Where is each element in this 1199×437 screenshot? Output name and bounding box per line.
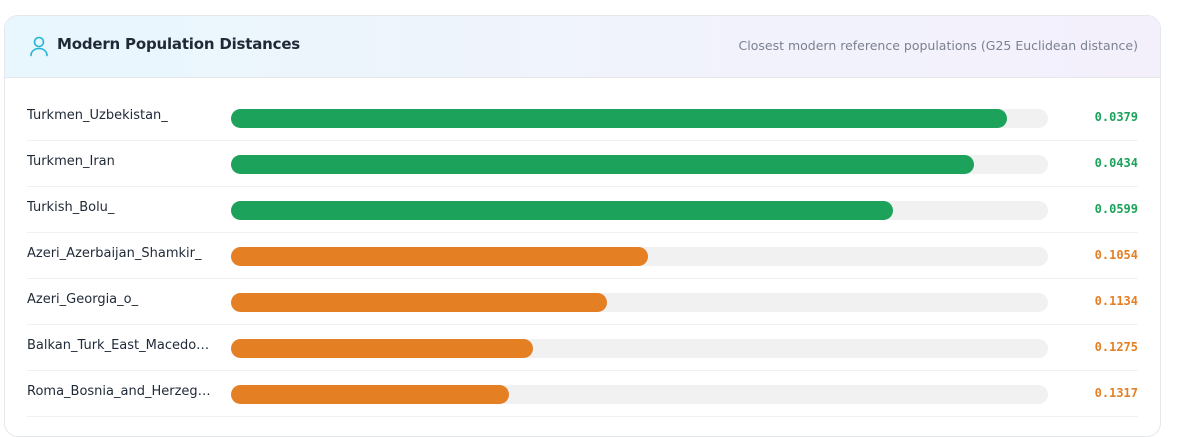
distance-bar-track	[231, 293, 1048, 312]
population-label: Turkmen_Uzbekistan_	[27, 108, 168, 123]
distance-value: 0.1275	[1094, 340, 1138, 354]
population-label: Turkmen_Iran	[27, 154, 115, 169]
distance-bar-fill	[231, 385, 509, 404]
distance-value: 0.0434	[1094, 156, 1138, 170]
list-item: Turkmen_Uzbekistan_ 0.0379	[27, 95, 1138, 141]
distance-value: 0.1134	[1094, 294, 1138, 308]
list-item: Balkan_Turk_East_Macedonia 0.1275	[27, 325, 1138, 371]
list-item: Azeri_Azerbaijan_Shamkir_ 0.1054	[27, 233, 1138, 279]
distance-list: Turkmen_Uzbekistan_ 0.0379 Turkmen_Iran …	[5, 95, 1160, 417]
distance-value: 0.0599	[1094, 202, 1138, 216]
card-subtitle: Closest modern reference populations (G2…	[738, 38, 1138, 53]
distance-value: 0.1054	[1094, 248, 1138, 262]
distance-bar-track	[231, 385, 1048, 404]
user-icon	[29, 35, 49, 57]
card-title: Modern Population Distances	[57, 35, 301, 53]
population-distances-card: Modern Population Distances Closest mode…	[4, 15, 1161, 437]
population-label: Turkish_Bolu_	[27, 200, 115, 215]
distance-bar-fill	[231, 155, 975, 174]
list-item: Turkish_Bolu_ 0.0599	[27, 187, 1138, 233]
distance-bar-fill	[231, 247, 648, 266]
distance-bar-fill	[231, 201, 893, 220]
distance-bar-track	[231, 109, 1048, 128]
population-label: Roma_Bosnia_and_Herzegovina	[27, 384, 215, 399]
list-item: Turkmen_Iran 0.0434	[27, 141, 1138, 187]
distance-bar-fill	[231, 293, 607, 312]
distance-bar-track	[231, 155, 1048, 174]
card-header: Modern Population Distances Closest mode…	[5, 16, 1160, 78]
distance-value: 0.1317	[1094, 386, 1138, 400]
list-item: Roma_Bosnia_and_Herzegovina 0.1317	[27, 371, 1138, 417]
list-item: Azeri_Georgia_o_ 0.1134	[27, 279, 1138, 325]
population-label: Azeri_Georgia_o_	[27, 292, 139, 307]
distance-bar-track	[231, 201, 1048, 220]
distance-bar-track	[231, 339, 1048, 358]
distance-bar-fill	[231, 339, 534, 358]
distance-bar-fill	[231, 109, 1008, 128]
population-label: Balkan_Turk_East_Macedonia	[27, 338, 215, 353]
population-label: Azeri_Azerbaijan_Shamkir_	[27, 246, 202, 261]
distance-value: 0.0379	[1094, 110, 1138, 124]
distance-bar-track	[231, 247, 1048, 266]
